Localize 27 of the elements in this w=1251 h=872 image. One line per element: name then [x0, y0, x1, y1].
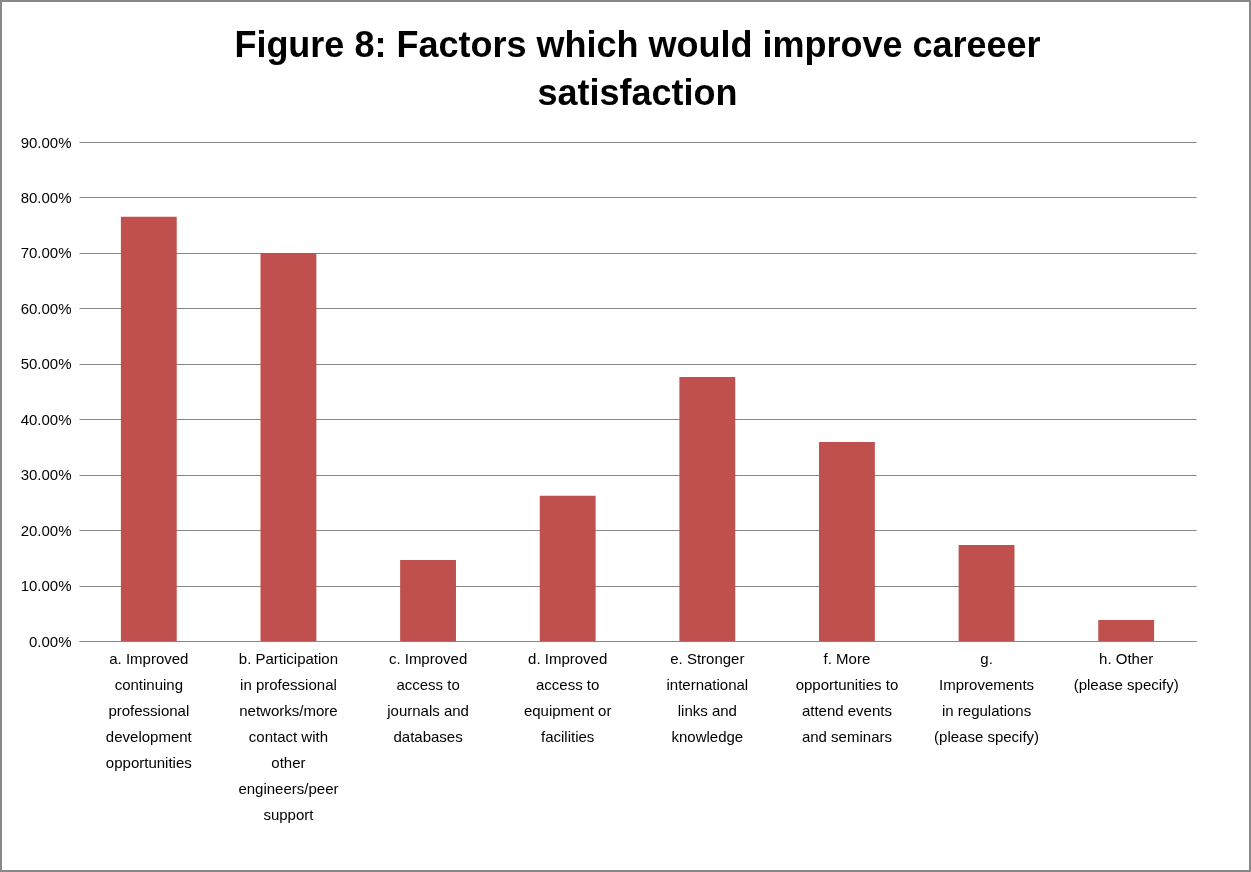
x-tick-label: a. Improved continuing professional development opportunities — [105, 649, 193, 771]
bar — [679, 377, 736, 641]
bar — [400, 560, 456, 641]
y-tick-label: 0.00% — [28, 632, 72, 650]
bar — [539, 495, 596, 641]
bar — [1098, 619, 1155, 641]
x-tick-label: c. Improved access to journals and databases — [386, 649, 469, 745]
y-tick-label: 80.00% — [20, 188, 72, 206]
bar — [819, 441, 875, 641]
y-tick-label: 30.00% — [20, 466, 72, 484]
bar — [958, 545, 1015, 641]
x-tick-label: h. Other (please specify) — [1073, 649, 1179, 693]
y-tick-label: 90.00% — [20, 133, 72, 151]
x-tick-label: d. Improved access to equipment or facilities — [523, 649, 612, 745]
x-tick-label: f. More opportunities to attend events and seminars — [795, 649, 899, 745]
y-tick-label: 40.00% — [20, 410, 72, 428]
y-tick-label: 20.00% — [20, 521, 72, 539]
chart-title: Figure 8: Factors which would improve careeer satisfaction — [234, 24, 1041, 113]
y-tick-label: 50.00% — [20, 355, 72, 373]
x-tick-label: g. Improvements in regulations (please specify) — [934, 649, 1040, 745]
bar — [120, 216, 177, 641]
x-tick-label: b. Participation in professional networks/more contact with other engineers/peer support — [238, 649, 339, 823]
y-tick-label: 60.00% — [20, 299, 72, 317]
x-tick-label: e. Stronger international links and knowledge — [666, 649, 749, 745]
y-tick-label: 10.00% — [20, 577, 72, 595]
bar — [260, 252, 317, 641]
y-tick-label: 70.00% — [20, 244, 72, 262]
